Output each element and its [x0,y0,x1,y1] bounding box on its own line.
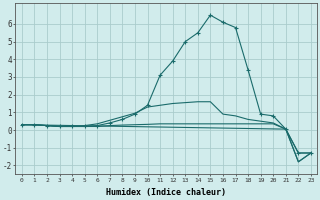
X-axis label: Humidex (Indice chaleur): Humidex (Indice chaleur) [106,188,226,197]
